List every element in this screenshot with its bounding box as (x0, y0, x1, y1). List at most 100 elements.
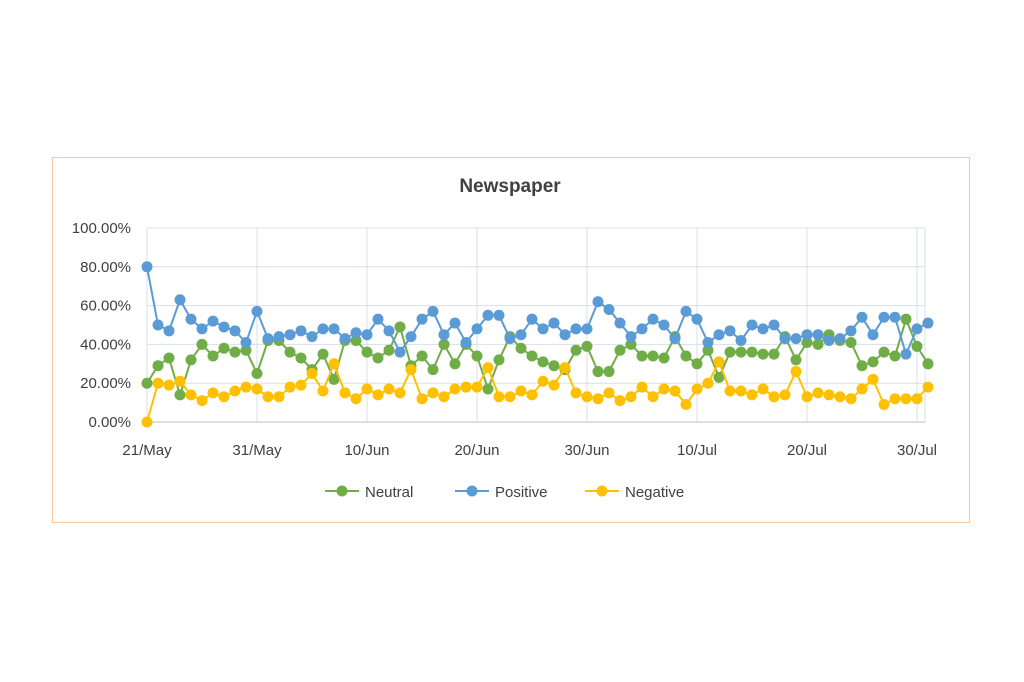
data-point (746, 319, 758, 331)
x-tick-label: 21/May (122, 442, 172, 459)
data-point (383, 325, 395, 337)
data-point (812, 387, 824, 399)
data-point (295, 379, 307, 391)
data-point (416, 350, 428, 362)
data-point (647, 313, 659, 325)
data-point (900, 348, 912, 360)
data-point (603, 387, 615, 399)
data-point (482, 309, 494, 321)
data-point (856, 360, 868, 372)
data-point (801, 336, 813, 348)
data-point (229, 385, 241, 397)
data-point (845, 336, 857, 348)
data-point (724, 346, 736, 358)
data-point (394, 387, 406, 399)
data-point (515, 342, 527, 354)
data-point (141, 377, 153, 389)
legend-marker (336, 485, 348, 497)
data-point (207, 387, 219, 399)
data-point (449, 317, 461, 329)
data-point (240, 344, 252, 356)
data-point (757, 383, 769, 395)
data-point (801, 391, 813, 403)
data-point (262, 333, 274, 345)
data-point (537, 375, 549, 387)
data-point (152, 360, 164, 372)
data-point (878, 311, 890, 323)
data-point (790, 333, 802, 345)
legend-item-negative: Negative (585, 484, 684, 501)
data-point (779, 389, 791, 401)
data-point (273, 391, 285, 403)
data-point (251, 368, 263, 379)
data-point (405, 364, 417, 376)
data-point (141, 261, 153, 273)
data-point (867, 373, 879, 385)
data-point (328, 358, 340, 370)
data-point (350, 327, 362, 339)
data-point (240, 336, 252, 348)
x-tick-label: 30/Jul (897, 442, 937, 459)
data-point (581, 323, 593, 335)
data-point (284, 381, 296, 393)
data-point (713, 371, 725, 383)
data-point (383, 344, 395, 356)
data-point (746, 389, 758, 401)
data-point (361, 329, 373, 341)
data-point (768, 319, 780, 331)
data-point (614, 395, 626, 407)
data-point (196, 395, 208, 407)
chart-title: Newspaper (459, 176, 561, 197)
data-point (713, 329, 725, 341)
data-point (251, 305, 263, 317)
data-point (218, 342, 230, 354)
data-point (328, 373, 340, 385)
data-point (372, 313, 384, 325)
data-point (812, 338, 824, 350)
data-point (702, 344, 714, 356)
data-point (185, 354, 197, 366)
data-point (735, 346, 747, 358)
data-point (339, 387, 351, 399)
x-tick-label: 20/Jun (454, 442, 499, 459)
data-point (592, 393, 604, 405)
data-point (515, 329, 527, 341)
data-point (361, 383, 373, 395)
data-point (515, 385, 527, 397)
data-point (471, 381, 483, 393)
data-point (768, 391, 780, 403)
data-point (295, 325, 307, 337)
series-negative (141, 356, 934, 428)
data-point (493, 391, 505, 403)
data-point (416, 313, 428, 325)
data-point (636, 381, 648, 393)
data-point (823, 389, 835, 401)
data-point (603, 366, 615, 378)
x-tick-label: 31/May (232, 442, 282, 459)
data-point (174, 375, 186, 387)
data-point (306, 368, 318, 379)
legend-item-positive: Positive (455, 484, 548, 501)
data-point (845, 393, 857, 405)
data-point (141, 416, 153, 428)
data-point (856, 383, 868, 395)
data-point (702, 336, 714, 348)
data-point (471, 323, 483, 335)
data-point (548, 379, 560, 391)
data-point (724, 385, 736, 397)
y-tick-label: 60.00% (80, 298, 131, 315)
data-point (834, 333, 846, 345)
data-point (570, 387, 582, 399)
data-point (482, 362, 494, 374)
data-point (493, 354, 505, 366)
data-point (691, 313, 703, 325)
data-point (284, 329, 296, 341)
data-point (482, 383, 494, 395)
data-point (185, 313, 197, 325)
data-point (427, 305, 439, 317)
data-point (746, 346, 758, 358)
y-tick-label: 100.00% (72, 220, 131, 237)
data-point (174, 389, 186, 401)
data-point (801, 329, 813, 341)
